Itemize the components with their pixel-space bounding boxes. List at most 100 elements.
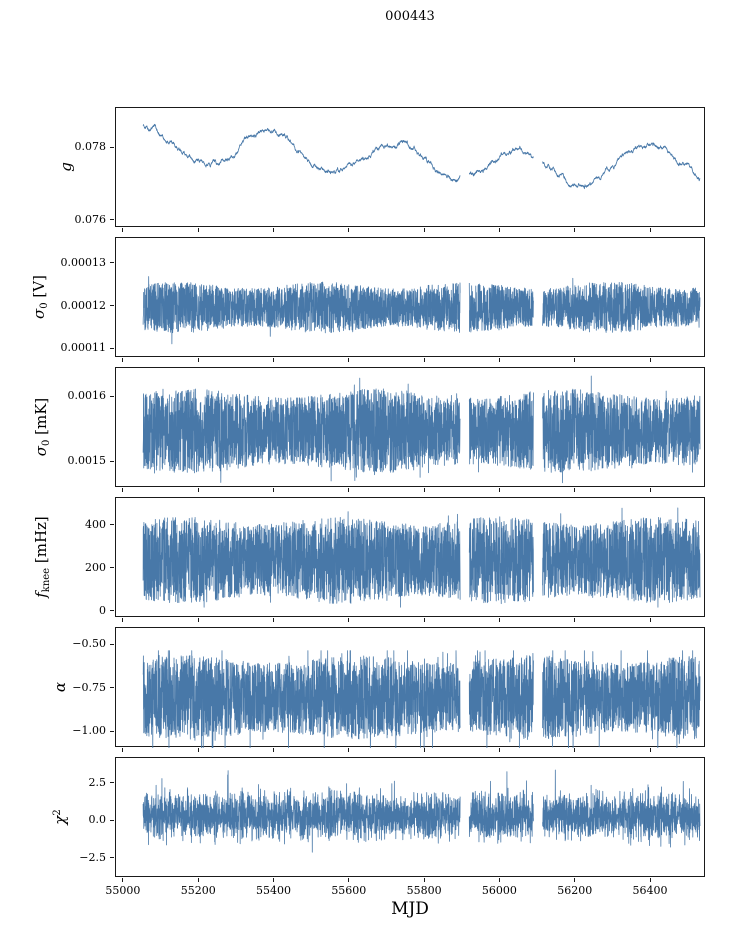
y-tick-label: 2.5: [88, 775, 107, 789]
y-tick: [110, 857, 114, 858]
plot-canvas-sigma0_V: [116, 238, 706, 358]
x-tick: [348, 358, 350, 362]
subplot-sigma0_mK: [115, 367, 706, 488]
y-tick: [110, 347, 114, 349]
x-tick: [197, 488, 199, 492]
x-tick-label: 55600: [331, 884, 367, 897]
y-axis-label-alpha: α: [51, 682, 69, 692]
y-tick-label: 0.0016: [67, 389, 107, 403]
x-tick: [574, 748, 576, 752]
y-tick-label: 0.00012: [60, 298, 107, 312]
x-tick: [498, 228, 500, 232]
y-tick: [110, 146, 114, 148]
y-axis-label-part: α: [51, 681, 69, 693]
x-tick: [348, 488, 350, 492]
y-axis-label-sigma0_V: σ0 [V]: [30, 275, 50, 319]
x-tick: [498, 748, 500, 752]
x-tick: [423, 488, 425, 492]
y-axis-label-part: [mHz]: [32, 516, 50, 568]
y-axis-label-part: σ: [30, 308, 48, 319]
subplot-fknee: [115, 497, 706, 618]
x-tick: [273, 488, 274, 492]
y-tick: [110, 687, 114, 689]
y-tick-label: −2.5: [79, 850, 106, 864]
plot-canvas-sigma0_mK: [116, 368, 706, 488]
y-tick-label: 200: [85, 560, 106, 574]
subplot-chi2: [115, 757, 706, 878]
y-axis-label-part: [mK]: [32, 397, 50, 440]
y-tick: [110, 460, 114, 462]
y-axis-label-part: 0: [39, 302, 50, 309]
x-tick: [348, 618, 350, 622]
x-tick: [348, 748, 350, 752]
x-tick: [122, 748, 124, 752]
y-tick: [110, 567, 114, 569]
x-tick: [122, 358, 124, 362]
x-tick-label: 56200: [557, 884, 593, 897]
y-tick-label: 0.076: [74, 212, 107, 226]
x-tick: [122, 228, 124, 232]
x-tick: [574, 358, 576, 362]
y-tick-label: 0.0015: [67, 454, 107, 468]
x-tick: [348, 878, 350, 882]
x-tick: [197, 618, 199, 622]
x-tick: [423, 228, 425, 232]
y-tick: [110, 782, 114, 783]
x-tick: [122, 878, 124, 882]
y-axis-label-part: σ: [32, 446, 50, 457]
y-tick-label: −0.75: [72, 680, 106, 694]
x-tick: [498, 618, 500, 622]
x-tick: [649, 748, 651, 752]
x-tick: [498, 878, 500, 882]
y-tick-label: 0.0: [88, 813, 107, 826]
x-tick: [649, 618, 651, 622]
y-tick: [110, 610, 114, 612]
x-tick: [273, 618, 274, 622]
plot-canvas-g: [116, 108, 706, 228]
y-tick-label: −0.50: [72, 637, 106, 651]
x-tick: [498, 488, 500, 492]
y-axis-label-part: 0: [41, 439, 52, 447]
x-tick: [273, 228, 274, 232]
x-tick: [197, 228, 199, 232]
x-tick-label: 55000: [105, 884, 141, 897]
y-axis-label-part: 2: [52, 809, 63, 816]
y-tick: [110, 819, 114, 821]
x-axis-label: MJD: [391, 899, 429, 919]
y-tick: [110, 305, 114, 307]
plot-canvas-alpha: [116, 628, 706, 748]
y-axis-label-part: f: [32, 592, 50, 598]
x-tick: [574, 618, 576, 622]
x-tick: [574, 878, 576, 882]
plot-canvas-fknee: [116, 498, 706, 618]
x-tick: [423, 618, 425, 622]
x-tick: [197, 748, 199, 752]
y-axis-label-fknee: fknee [mHz]: [32, 516, 52, 598]
subplot-alpha: [115, 627, 706, 748]
y-axis-label-part: χ: [51, 815, 69, 825]
x-tick: [348, 228, 350, 232]
x-tick: [498, 358, 500, 362]
y-tick-label: −1.00: [72, 724, 106, 738]
x-tick: [273, 748, 274, 752]
x-tick: [197, 358, 199, 362]
y-axis-label-chi2: χ2: [51, 809, 69, 824]
subplot-g: [115, 107, 706, 228]
y-tick: [110, 262, 114, 264]
x-tick-label: 55400: [256, 884, 291, 897]
x-tick: [574, 488, 576, 492]
y-tick-label: 0.00011: [60, 341, 107, 355]
chart-title: 000443: [385, 9, 435, 24]
x-tick: [273, 358, 274, 362]
x-tick-label: 55800: [406, 884, 442, 897]
y-tick-label: 0: [99, 603, 106, 617]
y-axis-label-part: g: [57, 162, 75, 172]
y-tick-label: 0.00013: [60, 255, 107, 269]
x-tick-label: 56400: [632, 884, 668, 897]
subplot-sigma0_V: [115, 237, 706, 358]
y-tick-label: 0.078: [74, 140, 107, 153]
x-tick: [649, 878, 651, 882]
y-axis-label-sigma0_mK: σ0 [mK]: [32, 398, 52, 457]
x-tick: [122, 618, 124, 622]
